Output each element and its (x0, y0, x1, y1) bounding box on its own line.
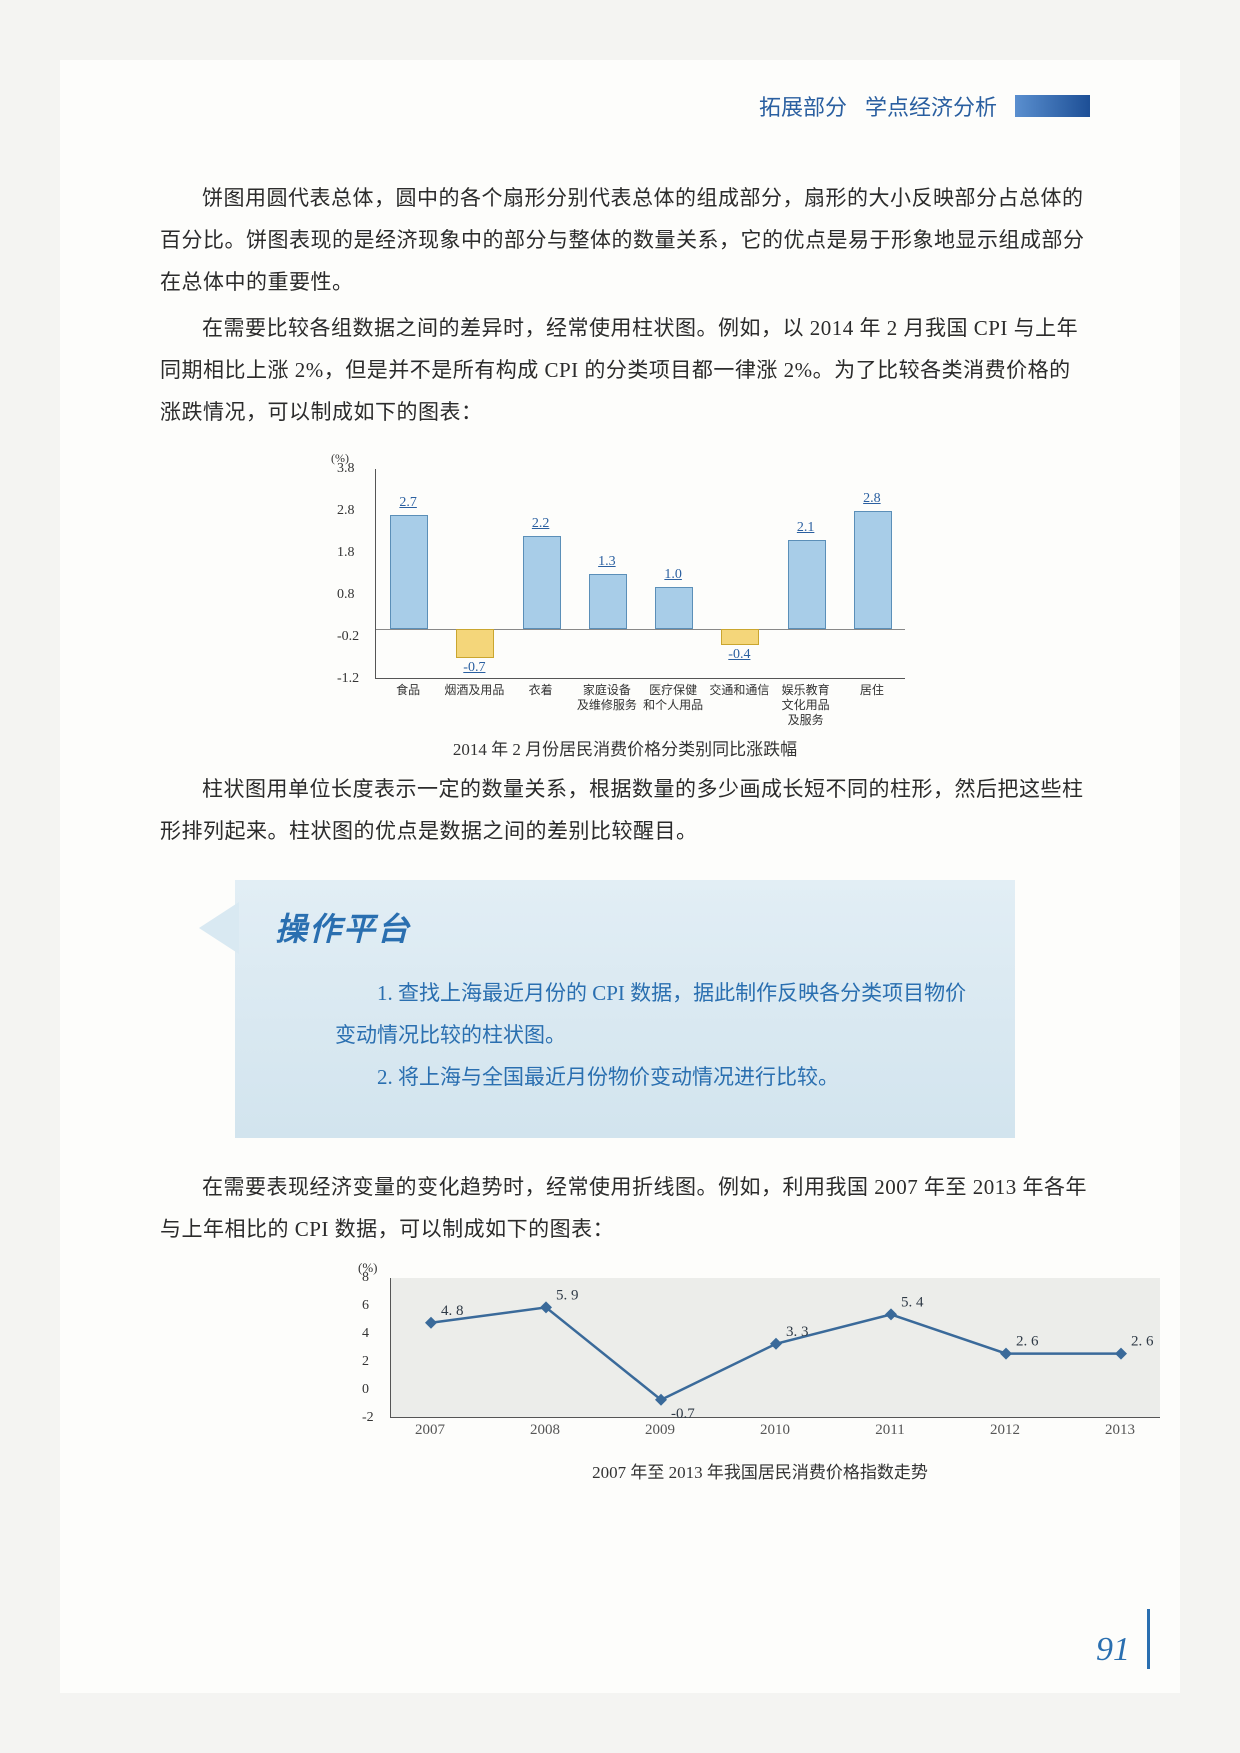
line-value: 5. 4 (901, 1294, 924, 1310)
line-xlabel: 2010 (740, 1422, 810, 1439)
page-header: 拓展部分 学点经济分析 (160, 90, 1090, 122)
line-series (431, 1307, 1121, 1399)
line-value: 2. 6 (1016, 1334, 1039, 1350)
platform-arrow-icon (199, 902, 239, 954)
header-title: 学点经济分析 (865, 90, 997, 122)
bar-ytick: -1.2 (337, 671, 359, 687)
line-ytick: 4 (362, 1326, 369, 1342)
bar-value: -0.4 (714, 647, 764, 663)
bar-value: 2.8 (847, 491, 897, 507)
bar-ytick: -0.2 (337, 629, 359, 645)
bar (523, 536, 561, 628)
bar (390, 515, 428, 628)
line-xlabel: 2013 (1085, 1422, 1155, 1439)
bar (788, 540, 826, 628)
diamond-marker-icon (770, 1338, 782, 1350)
bar (854, 511, 892, 629)
diamond-marker-icon (1000, 1348, 1012, 1360)
line-value: 5. 9 (556, 1287, 579, 1303)
bar (589, 574, 627, 629)
bar-xlabel: 娱乐教育文化用品及服务 (774, 683, 838, 728)
paragraph-bar-desc: 柱状图用单位长度表示一定的数量关系，根据数量的多少画成长短不同的柱形，然后把这些… (160, 768, 1090, 852)
bar-ytick: 1.8 (337, 545, 355, 561)
line-ytick: 6 (362, 1298, 369, 1314)
bar-xlabel: 食品 (376, 683, 440, 698)
bar-value: 2.7 (383, 495, 433, 511)
bar-chart: (%) 3.82.81.80.8-0.2-1.2 食品烟酒及用品衣着家庭设备及维… (325, 451, 925, 760)
line-ytick: -2 (362, 1410, 374, 1426)
line-value: -0.7 (671, 1406, 695, 1422)
bar-plot-area (375, 469, 905, 679)
paragraph-line-intro: 在需要表现经济变量的变化趋势时，经常使用折线图。例如，利用我国 2007 年至 … (160, 1166, 1090, 1250)
bar-xlabel: 医疗保健和个人用品 (641, 683, 705, 713)
line-plot-area: 4. 85. 9-0.73. 35. 42. 62. 6 (390, 1278, 1160, 1418)
line-value: 3. 3 (786, 1324, 809, 1340)
paragraph-pie-desc: 饼图用圆代表总体，圆中的各个扇形分别代表总体的组成部分，扇形的大小反映部分占总体… (160, 177, 1090, 303)
bar-ytick: 0.8 (337, 587, 355, 603)
platform-item-1: 1. 查找上海最近月份的 CPI 数据，据此制作反映各分类项目物价变动情况比较的… (275, 972, 975, 1056)
bar (655, 587, 693, 629)
line-value: 2. 6 (1131, 1334, 1154, 1350)
line-ytick: 0 (362, 1382, 369, 1398)
bar-value: 1.3 (582, 554, 632, 570)
page-number: 91 (1096, 1631, 1130, 1669)
line-ytick: 8 (362, 1270, 369, 1286)
bar-value: 2.1 (781, 520, 831, 536)
bar-value: 2.2 (516, 516, 566, 532)
bar-value: 1.0 (648, 567, 698, 583)
paragraph-bar-intro: 在需要比较各组数据之间的差异时，经常使用柱状图。例如，以 2014 年 2 月我… (160, 307, 1090, 433)
header-swatch (1015, 95, 1090, 117)
bar-chart-caption: 2014 年 2 月份居民消费价格分类别同比涨跌幅 (325, 735, 925, 760)
bar (456, 629, 494, 658)
bar-xlabel: 衣着 (509, 683, 573, 698)
line-xlabel: 2011 (855, 1422, 925, 1439)
header-part: 拓展部分 (759, 90, 847, 122)
line-xlabel: 2008 (510, 1422, 580, 1439)
bar-ytick: 2.8 (337, 503, 355, 519)
bar-xlabel: 烟酒及用品 (442, 683, 506, 698)
line-chart: (%) 86420-2 4. 85. 9-0.73. 35. 42. 62. 6… (340, 1264, 1180, 1483)
line-ytick: 2 (362, 1354, 369, 1370)
diamond-marker-icon (885, 1308, 897, 1320)
line-xlabel: 2009 (625, 1422, 695, 1439)
line-xlabel: 2007 (395, 1422, 465, 1439)
bar-xlabel: 家庭设备及维修服务 (575, 683, 639, 713)
line-value: 4. 8 (441, 1303, 464, 1319)
bar-xlabel: 交通和通信 (707, 683, 771, 698)
bar-zero-line (376, 629, 905, 630)
platform-title: 操作平台 (275, 904, 975, 950)
page-number-bar (1147, 1609, 1150, 1669)
bar-ytick: 3.8 (337, 461, 355, 477)
bar-value: -0.7 (449, 660, 499, 676)
platform-item-2: 2. 将上海与全国最近月份物价变动情况进行比较。 (275, 1056, 975, 1098)
line-xlabel: 2012 (970, 1422, 1040, 1439)
platform-box: 操作平台 1. 查找上海最近月份的 CPI 数据，据此制作反映各分类项目物价变动… (235, 880, 1015, 1138)
diamond-marker-icon (1115, 1348, 1127, 1360)
line-chart-caption: 2007 年至 2013 年我国居民消费价格指数走势 (340, 1458, 1180, 1483)
bar-xlabel: 居住 (840, 683, 904, 698)
diamond-marker-icon (425, 1317, 437, 1329)
bar (721, 629, 759, 646)
